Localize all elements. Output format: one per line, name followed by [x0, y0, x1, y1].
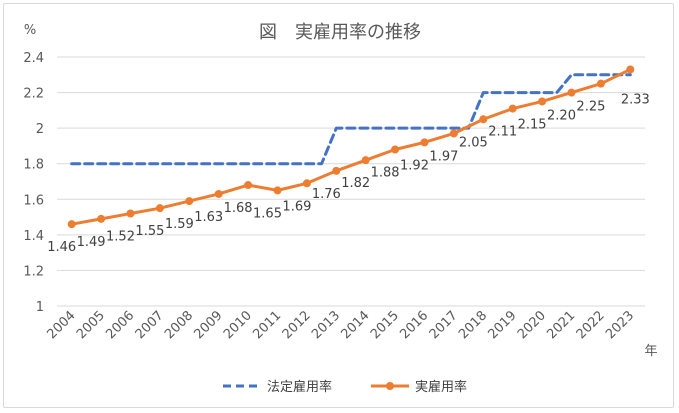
- data-label: 1.49: [77, 235, 106, 250]
- data-point: [185, 197, 194, 206]
- data-label: 1.76: [312, 187, 341, 202]
- x-tick-label: 2021: [544, 308, 578, 342]
- legend-marker-2: [386, 382, 394, 390]
- y-tick-label: 2.4: [23, 51, 44, 66]
- data-point: [67, 220, 76, 229]
- x-tick-label: 2017: [427, 308, 461, 342]
- data-point: [361, 156, 370, 165]
- data-point: [391, 145, 400, 154]
- series-layer: [67, 65, 635, 229]
- data-point: [596, 79, 605, 88]
- legend-label-1: 法定雇用率: [267, 379, 332, 395]
- data-label: 1.88: [371, 165, 400, 180]
- chart-frame: [3, 3, 674, 408]
- x-tick-label: 2004: [45, 308, 79, 342]
- x-tick-label: 2011: [250, 308, 284, 342]
- x-tick-label: 2019: [486, 308, 520, 342]
- legend-item-1: 法定雇用率: [223, 379, 332, 395]
- y-tick-label: 1.6: [23, 193, 44, 208]
- data-point: [214, 189, 223, 198]
- x-tick-label: 2020: [515, 308, 549, 342]
- x-tick-label: 2007: [133, 308, 167, 342]
- data-point: [244, 181, 253, 190]
- x-axis-ticks: 2004200520062007200820092010201120122013…: [45, 308, 638, 342]
- data-label: 2.33: [621, 92, 650, 107]
- data-point: [449, 129, 458, 138]
- data-label: 2.11: [488, 125, 517, 140]
- x-tick-label: 2022: [574, 308, 608, 342]
- legend-item-2: 実雇用率: [371, 379, 467, 395]
- data-point: [97, 214, 106, 223]
- data-label: 1.82: [341, 176, 370, 191]
- x-tick-label: 2005: [74, 308, 108, 342]
- data-point: [126, 209, 135, 218]
- y-tick-label: 1.4: [23, 229, 44, 244]
- data-label: 1.63: [194, 210, 223, 225]
- x-tick-label: 2023: [603, 308, 637, 342]
- data-label: 1.59: [165, 217, 194, 232]
- x-tick-label: 2010: [221, 308, 255, 342]
- data-label: 1.46: [47, 240, 76, 255]
- x-tick-label: 2018: [456, 308, 490, 342]
- data-label: 2.20: [547, 109, 576, 124]
- data-point: [273, 186, 282, 195]
- y-tick-label: 1: [36, 300, 44, 315]
- series-line-1: [70, 73, 632, 166]
- y-axis-ticks: 1 1.2 1.4 1.6 1.8 2 2.2 2.4: [23, 51, 44, 315]
- data-label: 1.69: [282, 199, 311, 214]
- data-label: 1.55: [135, 224, 164, 239]
- x-tick-label: 2016: [397, 308, 431, 342]
- data-label: 1.52: [106, 230, 135, 245]
- data-labels: 1.46 1.49 1.52 1.55 1.59 1.631.68 1.65 1.691.76…: [47, 92, 650, 255]
- x-tick-label: 2013: [309, 308, 343, 342]
- legend: 法定雇用率 実雇用率: [223, 379, 467, 395]
- data-point: [626, 65, 635, 74]
- data-point: [538, 97, 547, 106]
- x-axis-unit: 年: [644, 344, 657, 359]
- chart-title: 図 実雇用率の推移: [259, 22, 421, 43]
- y-axis-unit: %: [24, 23, 36, 38]
- x-tick-label: 2015: [368, 308, 402, 342]
- y-tick-label: 2.2: [23, 87, 44, 102]
- data-label: 1.65: [253, 206, 282, 221]
- data-point: [155, 204, 164, 213]
- x-tick-label: 2008: [162, 308, 196, 342]
- x-tick-label: 2014: [339, 308, 373, 342]
- data-point: [302, 179, 311, 188]
- data-point: [508, 104, 517, 113]
- y-tick-label: 1.2: [23, 264, 44, 279]
- data-point: [567, 88, 576, 97]
- data-label: 1.97: [429, 149, 458, 164]
- legend-label-2: 実雇用率: [415, 379, 467, 395]
- y-tick-label: 2: [36, 122, 44, 137]
- x-tick-label: 2006: [103, 308, 137, 342]
- data-label: 1.92: [400, 158, 429, 173]
- data-label: 2.15: [518, 117, 547, 132]
- data-label: 1.68: [224, 201, 253, 216]
- x-tick-label: 2012: [280, 308, 314, 342]
- data-label: 2.05: [459, 135, 488, 150]
- data-point: [420, 138, 429, 147]
- data-point: [479, 115, 488, 124]
- series-line-2: [70, 67, 632, 226]
- x-tick-label: 2009: [192, 308, 226, 342]
- data-label: 2.25: [576, 100, 605, 115]
- y-tick-label: 1.8: [23, 158, 44, 173]
- data-point: [332, 166, 341, 175]
